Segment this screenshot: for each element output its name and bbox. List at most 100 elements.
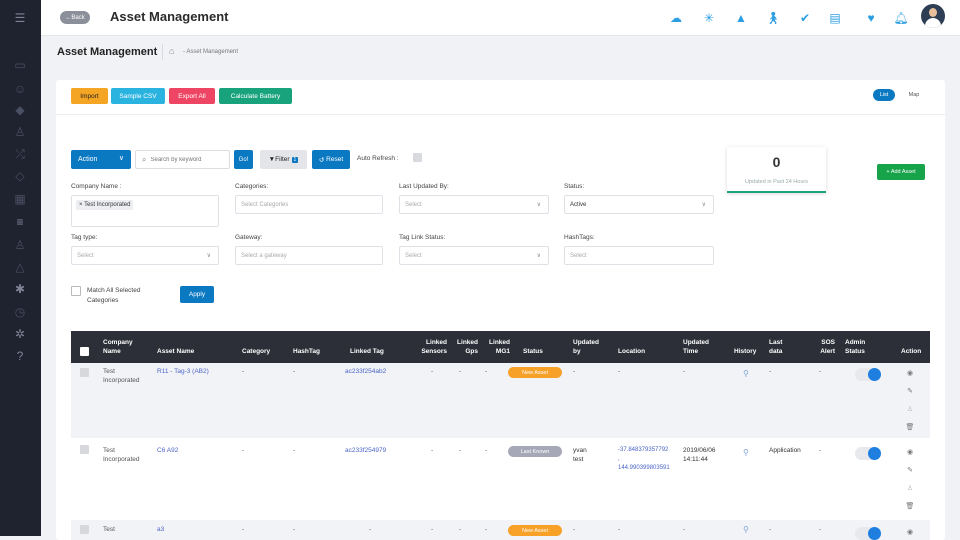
- cloud-rain-icon[interactable]: ☁: [670, 11, 682, 25]
- search-box[interactable]: ⌕: [135, 150, 230, 169]
- cell-asset-name[interactable]: a3: [157, 526, 165, 533]
- action-dropdown[interactable]: Action ∨: [71, 150, 131, 169]
- row-checkbox[interactable]: [80, 368, 89, 377]
- user-assign-icon[interactable]: ♙: [906, 406, 914, 413]
- menu-icon[interactable]: ☰: [14, 11, 26, 25]
- admin-status-toggle[interactable]: [855, 447, 881, 460]
- map-view-toggle[interactable]: Map: [908, 92, 920, 98]
- calendar-icon[interactable]: ▦: [14, 192, 26, 206]
- export-all-button[interactable]: Export All: [169, 88, 215, 104]
- cell-linked-tag[interactable]: ac233f254ab2: [345, 368, 387, 375]
- view-icon[interactable]: ◉: [906, 370, 914, 377]
- col-last-data-line2: data: [769, 348, 783, 355]
- col-category[interactable]: Category: [242, 348, 271, 355]
- company-select[interactable]: × Test Incorporated: [71, 195, 219, 227]
- trash-icon[interactable]: 🗑︎: [905, 424, 915, 431]
- col-location[interactable]: Location: [618, 348, 646, 355]
- tag-type-select[interactable]: Select ∨: [71, 246, 219, 265]
- col-linked-gps[interactable]: Linked Gps: [438, 338, 478, 356]
- history-icon[interactable]: ⚲: [743, 448, 749, 457]
- trash-icon[interactable]: 🗑︎: [905, 503, 915, 510]
- col-sos-alert[interactable]: SOS Alert: [815, 338, 835, 356]
- document-person-icon[interactable]: ▤: [829, 11, 841, 25]
- cell-asset-name[interactable]: C6 A92: [157, 447, 179, 454]
- bell-icon[interactable]: 🔔︎: [893, 11, 909, 25]
- col-status[interactable]: Status: [523, 348, 543, 355]
- col-company[interactable]: Company Name: [103, 338, 133, 356]
- col-admin-status[interactable]: Admin Status: [845, 338, 865, 356]
- cell-location[interactable]: -37.848379357792, 144.990399803591: [618, 446, 670, 473]
- col-linked-sensors[interactable]: Linked Sensors: [417, 338, 447, 356]
- status-badge: New Asset: [508, 367, 562, 378]
- cell-linked-tag[interactable]: ac233f254979: [345, 447, 387, 454]
- network-icon[interactable]: ✳: [703, 11, 715, 25]
- search-input[interactable]: [150, 156, 221, 163]
- select-all-checkbox[interactable]: [80, 347, 89, 356]
- filter-button[interactable]: ▼ Filter 1: [260, 150, 307, 169]
- row-checkbox[interactable]: [80, 445, 89, 454]
- hashtags-select[interactable]: Select: [564, 246, 714, 265]
- monitor-icon[interactable]: ▭: [14, 58, 26, 72]
- label-icon[interactable]: ◇: [15, 169, 25, 183]
- badge-check-icon[interactable]: ✔: [799, 11, 811, 25]
- edit-icon[interactable]: ✎: [907, 388, 913, 395]
- col-action[interactable]: Action: [901, 348, 922, 355]
- gateway-select[interactable]: Select a gateway: [235, 246, 383, 265]
- categories-select[interactable]: Select Categories: [235, 195, 383, 214]
- status-select[interactable]: Active ∨: [564, 195, 714, 214]
- heart-monitor-icon[interactable]: ♥: [867, 11, 875, 25]
- col-asset-name[interactable]: Asset Name: [157, 348, 195, 355]
- apply-button[interactable]: Apply: [180, 286, 214, 303]
- home-icon[interactable]: ⌂: [169, 46, 175, 56]
- warning-icon[interactable]: ▲: [735, 11, 747, 25]
- alert-icon[interactable]: △: [15, 260, 25, 274]
- table-header: Company Name Asset Name Category HashTag …: [71, 331, 930, 363]
- user-outline-icon[interactable]: ♙: [14, 238, 26, 252]
- match-all-checkbox[interactable]: [71, 286, 81, 296]
- asset-list-icon[interactable]: ≡: [16, 215, 24, 229]
- view-icon[interactable]: ◉: [906, 529, 914, 536]
- admin-status-toggle[interactable]: [855, 368, 881, 381]
- shuffle-icon[interactable]: ⤮: [15, 146, 25, 161]
- time-icon[interactable]: ◷: [14, 305, 26, 319]
- company-chip[interactable]: × Test Incorporated: [76, 200, 134, 210]
- view-icon[interactable]: ◉: [906, 449, 914, 456]
- reset-button[interactable]: ↺ Reset: [312, 150, 350, 169]
- col-last-data[interactable]: Last data: [769, 338, 782, 356]
- add-asset-button[interactable]: + Add Asset: [877, 164, 925, 180]
- users-icon[interactable]: ☺: [13, 82, 27, 96]
- chevron-down-icon: ∨: [701, 202, 706, 208]
- list-view-toggle[interactable]: List: [873, 89, 895, 101]
- calculate-battery-button[interactable]: Calculate Battery: [219, 88, 292, 104]
- go-button[interactable]: Go!: [234, 150, 253, 169]
- import-button[interactable]: Import: [71, 88, 108, 104]
- tag-link-status-select[interactable]: Select ∨: [399, 246, 549, 265]
- row-checkbox[interactable]: [80, 525, 89, 534]
- back-button[interactable]: ← Back: [60, 11, 90, 24]
- history-icon[interactable]: ⚲: [743, 369, 749, 378]
- person-walking-icon[interactable]: 🚶︎: [765, 11, 781, 25]
- col-history[interactable]: History: [734, 348, 757, 355]
- settings-icon[interactable]: ✱: [14, 282, 26, 296]
- last-updated-select[interactable]: Select ∨: [399, 195, 549, 214]
- user-assign-icon[interactable]: ♙: [906, 485, 914, 492]
- sample-csv-button[interactable]: Sample CSV: [111, 88, 165, 104]
- person-icon[interactable]: ♙: [14, 125, 26, 139]
- auto-refresh-checkbox[interactable]: [413, 153, 422, 162]
- avatar[interactable]: [921, 4, 945, 28]
- cell-asset-name[interactable]: R11 - Tag-3 (AB2): [157, 368, 209, 375]
- col-hashtag[interactable]: HashTag: [293, 348, 320, 355]
- col-updated-time[interactable]: Updated Time: [683, 338, 709, 356]
- cogs-icon[interactable]: ✲: [14, 327, 26, 341]
- tag-icon[interactable]: ◆: [15, 103, 25, 117]
- help-icon[interactable]: ?: [16, 349, 24, 363]
- history-icon[interactable]: ⚲: [743, 525, 749, 534]
- categories-label: Categories:: [235, 183, 269, 190]
- cell-category: -: [242, 526, 245, 533]
- edit-icon[interactable]: ✎: [907, 467, 913, 474]
- admin-status-toggle[interactable]: [855, 527, 881, 540]
- col-linked-tag[interactable]: Linked Tag: [350, 348, 384, 355]
- cell-linked-mg1: -: [485, 368, 488, 375]
- col-updated-by[interactable]: Updated by: [573, 338, 599, 356]
- col-linked-mg1[interactable]: Linked MG1: [469, 338, 510, 356]
